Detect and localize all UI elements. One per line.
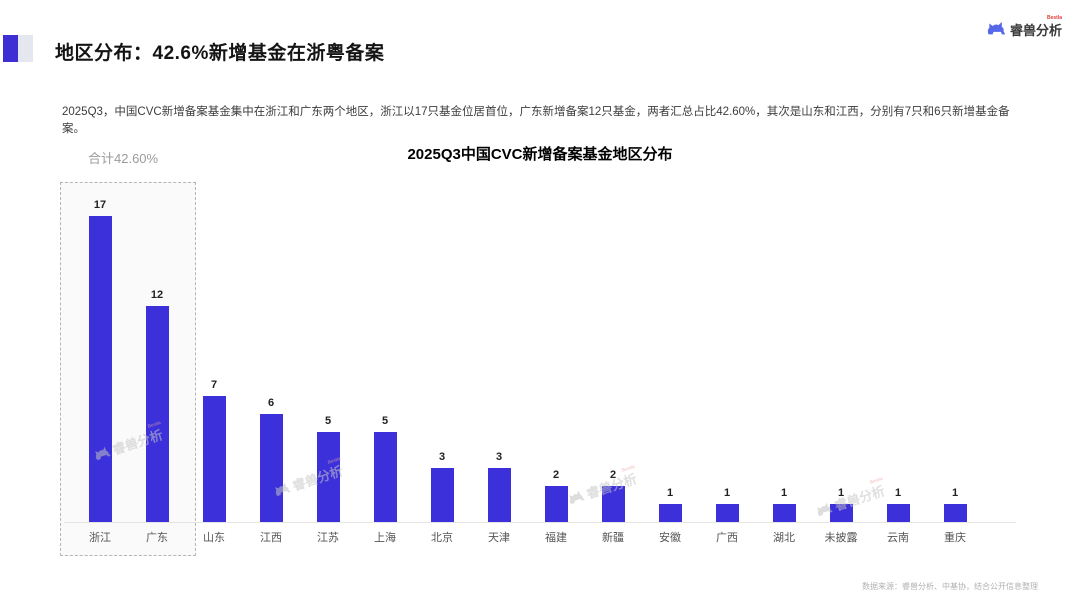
bar-value-label: 12	[150, 289, 164, 301]
bar-浙江	[88, 216, 112, 522]
summary-text: 2025Q3，中国CVC新增备案基金集中在浙江和广东两个地区，浙江以17只基金位…	[62, 106, 1010, 136]
chart-title: 2025Q3中国CVC新增备案基金地区分布	[407, 146, 673, 163]
bar-value-label: 1	[723, 487, 731, 499]
x-tick-label: 上海	[374, 532, 396, 544]
bar-value-label: 5	[381, 415, 389, 427]
bar-安徽	[658, 504, 682, 522]
bar-未披露	[829, 504, 853, 522]
bar-value-label: 1	[951, 487, 959, 499]
bar-广东	[145, 306, 169, 522]
bar-value-label: 1	[894, 487, 902, 499]
bar-value-label: 7	[210, 379, 218, 391]
title-bullet-dark	[3, 35, 18, 62]
bar-江苏	[316, 432, 340, 522]
x-tick-label: 云南	[887, 532, 909, 544]
bar-上海	[373, 432, 397, 522]
bar-value-label: 6	[267, 397, 275, 409]
bar-value-label: 1	[666, 487, 674, 499]
x-tick-label: 广东	[146, 532, 168, 544]
beast-logo-icon	[986, 20, 1006, 37]
x-tick-label: 福建	[545, 532, 567, 544]
data-source-note: 数据来源：睿兽分析、中基协，结合公开信息整理	[862, 582, 1038, 591]
bar-value-label: 5	[324, 415, 332, 427]
x-axis-line	[64, 522, 1016, 523]
bar-value-label: 3	[438, 451, 446, 463]
bar-新疆	[601, 486, 625, 522]
x-tick-label: 山东	[203, 532, 225, 544]
bar-江西	[259, 414, 283, 522]
x-tick-label: 江西	[260, 532, 282, 544]
bar-天津	[487, 468, 511, 522]
brand-logo-superscript: Bestla	[1046, 15, 1062, 21]
bar-福建	[544, 486, 568, 522]
x-tick-label: 浙江	[89, 532, 111, 544]
bar-value-label: 17	[93, 199, 107, 211]
bar-北京	[430, 468, 454, 522]
bar-云南	[886, 504, 910, 522]
bar-value-label: 1	[837, 487, 845, 499]
brand-logo: 睿兽分析 Bestla	[986, 15, 1062, 38]
bar-山东	[202, 396, 226, 522]
x-tick-label: 新疆	[602, 532, 624, 544]
x-tick-label: 北京	[431, 532, 453, 544]
page-title: 地区分布：42.6%新增基金在浙粤备案	[55, 43, 385, 64]
title-bullet-light	[18, 35, 33, 62]
bar-广西	[715, 504, 739, 522]
x-tick-label: 安徽	[659, 532, 681, 544]
x-tick-label: 天津	[488, 532, 510, 544]
beast-watermark-icon	[566, 488, 586, 507]
x-tick-label: 湖北	[773, 532, 795, 544]
annotation-dashed-box	[60, 182, 196, 556]
x-tick-label: 广西	[716, 532, 738, 544]
bar-湖北	[772, 504, 796, 522]
bar-value-label: 1	[780, 487, 788, 499]
brand-logo-text: 睿兽分析 Bestla	[1009, 15, 1062, 38]
bar-重庆	[943, 504, 967, 522]
bar-value-label: 2	[552, 469, 560, 481]
x-tick-label: 江苏	[317, 532, 339, 544]
bar-value-label: 3	[495, 451, 503, 463]
x-tick-label: 重庆	[944, 532, 966, 544]
bar-value-label: 2	[609, 469, 617, 481]
x-tick-label: 未披露	[824, 532, 858, 544]
annotation-total-label: 合计42.60%	[88, 151, 159, 166]
